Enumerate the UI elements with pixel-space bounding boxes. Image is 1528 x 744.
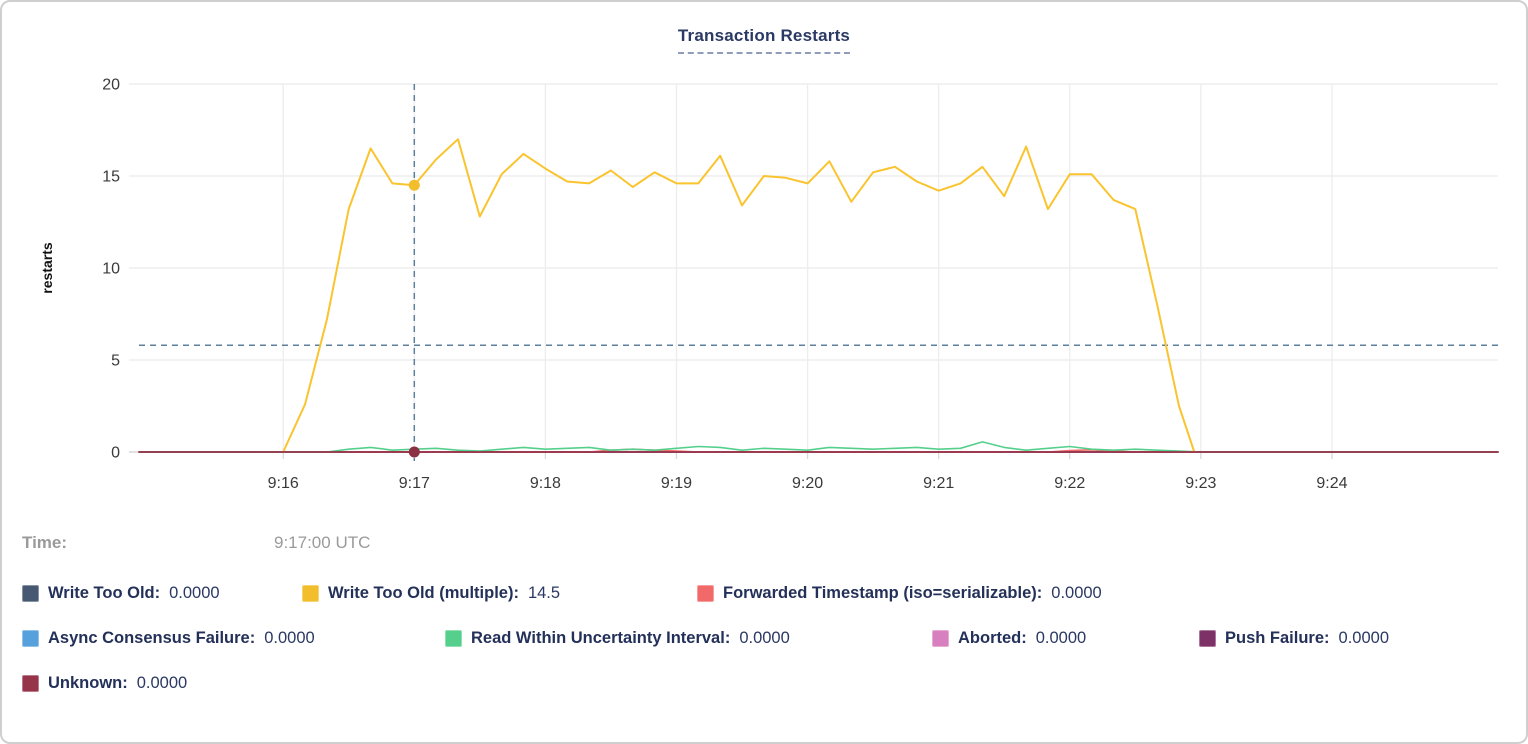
legend-item[interactable]: Aborted: 0.0000	[932, 629, 1199, 648]
y-tick-label: 10	[102, 261, 120, 278]
y-tick-label: 15	[102, 169, 120, 186]
x-tick-label: 9:20	[792, 475, 823, 492]
legend-item[interactable]: Forwarded Timestamp (iso=serializable): 0…	[697, 584, 1102, 603]
legend-series-value: 0.0000	[1035, 628, 1087, 647]
legend-color-swatch	[932, 629, 949, 647]
series-line	[138, 441, 1499, 453]
legend-series-label: Push Failure:	[1225, 628, 1330, 647]
legend-row: Async Consensus Failure: 0.0000 Read Withi…	[22, 625, 1510, 651]
legend-item[interactable]: Write Too Old (multiple): 14.5	[302, 584, 697, 603]
legend-item[interactable]: Unknown: 0.0000	[22, 674, 187, 693]
legend-color-swatch	[22, 674, 39, 692]
legend-series-label: Write Too Old:	[48, 583, 161, 602]
legend-series-value: 0.0000	[136, 673, 188, 692]
legend-color-swatch	[1199, 629, 1216, 647]
series-line	[282, 138, 1196, 453]
legend-item[interactable]: Push Failure: 0.0000	[1199, 629, 1389, 648]
legend-color-swatch	[22, 584, 39, 602]
legend-series-label: Aborted:	[958, 628, 1027, 647]
legend-series-value: 0.0000	[739, 628, 790, 647]
legend-series-value: 0.0000	[169, 583, 220, 602]
x-tick-label: 9:16	[268, 475, 299, 492]
transaction-restarts-chart[interactable]: 0 5 10 15 20 9:16 9:17 9:18 9:19 9:20 9:21 9:22 9:23…	[2, 2, 1528, 514]
x-tick-label: 9:17	[399, 475, 430, 492]
y-tick-label: 20	[102, 77, 120, 94]
legend-series-label: Read Within Uncertainty Interval:	[471, 628, 731, 647]
legend-row: Write Too Old: 0.0000 Write Too Old (multi…	[22, 580, 1510, 606]
y-axis-label: restarts	[39, 242, 55, 294]
legend-series-value: 14.5	[527, 583, 561, 602]
legend-color-swatch	[302, 584, 319, 602]
legend-series-value: 0.0000	[264, 628, 315, 647]
legend-row: Unknown: 0.0000	[22, 670, 1510, 696]
highlight-point	[408, 179, 420, 191]
legend-color-swatch	[445, 629, 462, 647]
x-tick-label: 9:22	[1054, 475, 1085, 492]
legend-series-label: Forwarded Timestamp (iso=serializable):	[723, 583, 1043, 602]
legend-series-label: Unknown:	[48, 673, 128, 692]
x-tick-label: 9:23	[1185, 475, 1216, 492]
x-tick-label: 9:24	[1316, 475, 1347, 492]
tooltip-time-label: Time:	[22, 533, 68, 552]
legend-series-label: Async Consensus Failure:	[48, 628, 256, 647]
legend-series-value: 0.0000	[1338, 628, 1389, 647]
y-tick-label: 0	[111, 445, 120, 462]
highlight-point	[408, 446, 420, 458]
chart-legend: Write Too Old: 0.0000 Write Too Old (multi…	[22, 580, 1510, 696]
y-tick-label: 5	[111, 353, 120, 370]
legend-series-value: 0.0000	[1051, 583, 1102, 602]
legend-color-swatch	[697, 584, 714, 602]
hover-tooltip: Time: 9:17:00 UTC Write Too Old: 0.0000 Wr…	[22, 530, 1510, 715]
tooltip-time-value: 9:17:00 UTC	[274, 533, 371, 552]
legend-item[interactable]: Write Too Old: 0.0000	[22, 584, 302, 603]
chart-title[interactable]: Transaction Restarts	[677, 26, 851, 54]
legend-item[interactable]: Async Consensus Failure: 0.0000	[22, 629, 445, 648]
legend-item[interactable]: Read Within Uncertainty Interval: 0.0000	[445, 629, 932, 648]
tooltip-time-row: Time: 9:17:00 UTC	[22, 530, 1510, 556]
x-tick-label: 9:18	[530, 475, 561, 492]
x-tick-label: 9:21	[923, 475, 954, 492]
legend-color-swatch	[22, 629, 39, 647]
legend-series-label: Write Too Old (multiple):	[328, 583, 519, 602]
chart-title-wrap: Transaction Restarts	[2, 26, 1526, 54]
x-tick-label: 9:19	[661, 475, 692, 492]
